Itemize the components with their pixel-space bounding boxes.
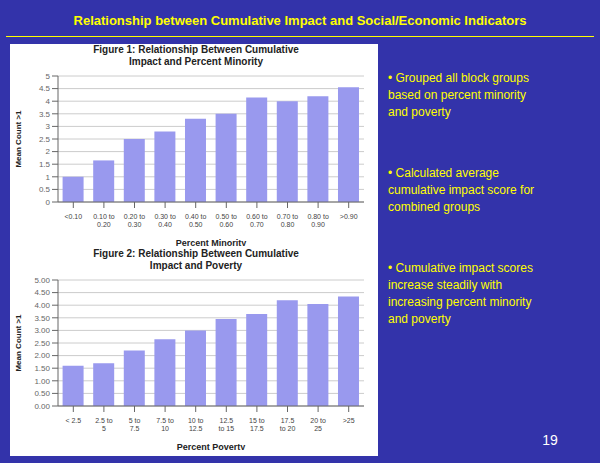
svg-text:Percent Minority: Percent Minority [176, 238, 247, 246]
svg-text:4.00: 4.00 [34, 301, 50, 310]
svg-text:1.50: 1.50 [34, 364, 50, 373]
svg-text:12.5to 15: 12.5to 15 [219, 417, 235, 432]
svg-text:0.70 to0.80: 0.70 to0.80 [277, 213, 299, 228]
svg-text:0.00: 0.00 [34, 402, 50, 411]
html-text:• Cumulative impact scores inc: • Cumulative impact scores increase stea… [388, 261, 533, 326]
svg-text:0.60 to0.70: 0.60 to0.70 [246, 213, 268, 228]
svg-text:1.5: 1.5 [39, 160, 51, 169]
svg-text:Mean Count >1: Mean Count >1 [14, 314, 23, 372]
svg-text:4: 4 [46, 97, 51, 106]
svg-text:5.00: 5.00 [34, 276, 50, 285]
svg-text:15 to17.5: 15 to17.5 [249, 417, 265, 432]
svg-text:<0.10: <0.10 [64, 213, 82, 220]
svg-text:10 to12.5: 10 to12.5 [188, 417, 204, 432]
svg-text:5 to7.5: 5 to7.5 [129, 417, 141, 432]
svg-text:2: 2 [46, 147, 51, 156]
svg-text:20 to25: 20 to25 [310, 417, 326, 432]
svg-text:Mean Count >1: Mean Count >1 [14, 110, 23, 168]
svg-text:0: 0 [46, 198, 51, 207]
svg-text:2.5 to5: 2.5 to5 [95, 417, 113, 432]
svg-text:0.30 to0.40: 0.30 to0.40 [154, 213, 176, 228]
svg-text:2.5: 2.5 [39, 135, 51, 144]
html-text:Figure 2: Relationship Between: Figure 2: Relationship Between Cumulativ… [93, 248, 299, 271]
html-text:Relationship between Cumulativ: Relationship between Cumulative Impact a… [73, 13, 527, 28]
html-text:• Calculated average cumulativ: • Calculated average cumulative impact s… [388, 166, 535, 214]
html-text:Figure 1: Relationship Between: Figure 1: Relationship Between Cumulativ… [93, 44, 299, 67]
svg-text:0.50: 0.50 [34, 389, 50, 398]
svg-text:3.5: 3.5 [39, 110, 51, 119]
svg-text:< 2.5: < 2.5 [65, 417, 81, 424]
svg-text:0.20 to0.30: 0.20 to0.30 [124, 213, 146, 228]
svg-text:1.00: 1.00 [34, 377, 50, 386]
svg-text:>25: >25 [343, 417, 355, 424]
svg-text:4.5: 4.5 [39, 84, 51, 93]
svg-text:17.5to 20: 17.5to 20 [280, 417, 296, 432]
svg-text:3.50: 3.50 [34, 314, 50, 323]
svg-text:2.50: 2.50 [34, 339, 50, 348]
svg-text:>0.90: >0.90 [340, 213, 358, 220]
svg-text:4.50: 4.50 [34, 288, 50, 297]
svg-text:1: 1 [46, 173, 51, 182]
svg-text:Percent Poverty: Percent Poverty [177, 442, 246, 450]
html-text:19: 19 [542, 432, 558, 448]
svg-text:0.40 to0.50: 0.40 to0.50 [185, 213, 207, 228]
svg-text:2.00: 2.00 [34, 351, 50, 360]
svg-text:0.80 to0.90: 0.80 to0.90 [307, 213, 329, 228]
svg-text:0.50 to0.60: 0.50 to0.60 [216, 213, 238, 228]
svg-text:3.00: 3.00 [34, 326, 50, 335]
svg-text:7.5 to10: 7.5 to10 [156, 417, 174, 432]
svg-text:0.10 to0.20: 0.10 to0.20 [93, 213, 115, 228]
svg-text:3: 3 [46, 122, 51, 131]
svg-text:0.5: 0.5 [39, 185, 51, 194]
html-text:• Grouped all block groups bas: • Grouped all block groups based on perc… [388, 71, 529, 119]
svg-text:5: 5 [46, 72, 51, 81]
